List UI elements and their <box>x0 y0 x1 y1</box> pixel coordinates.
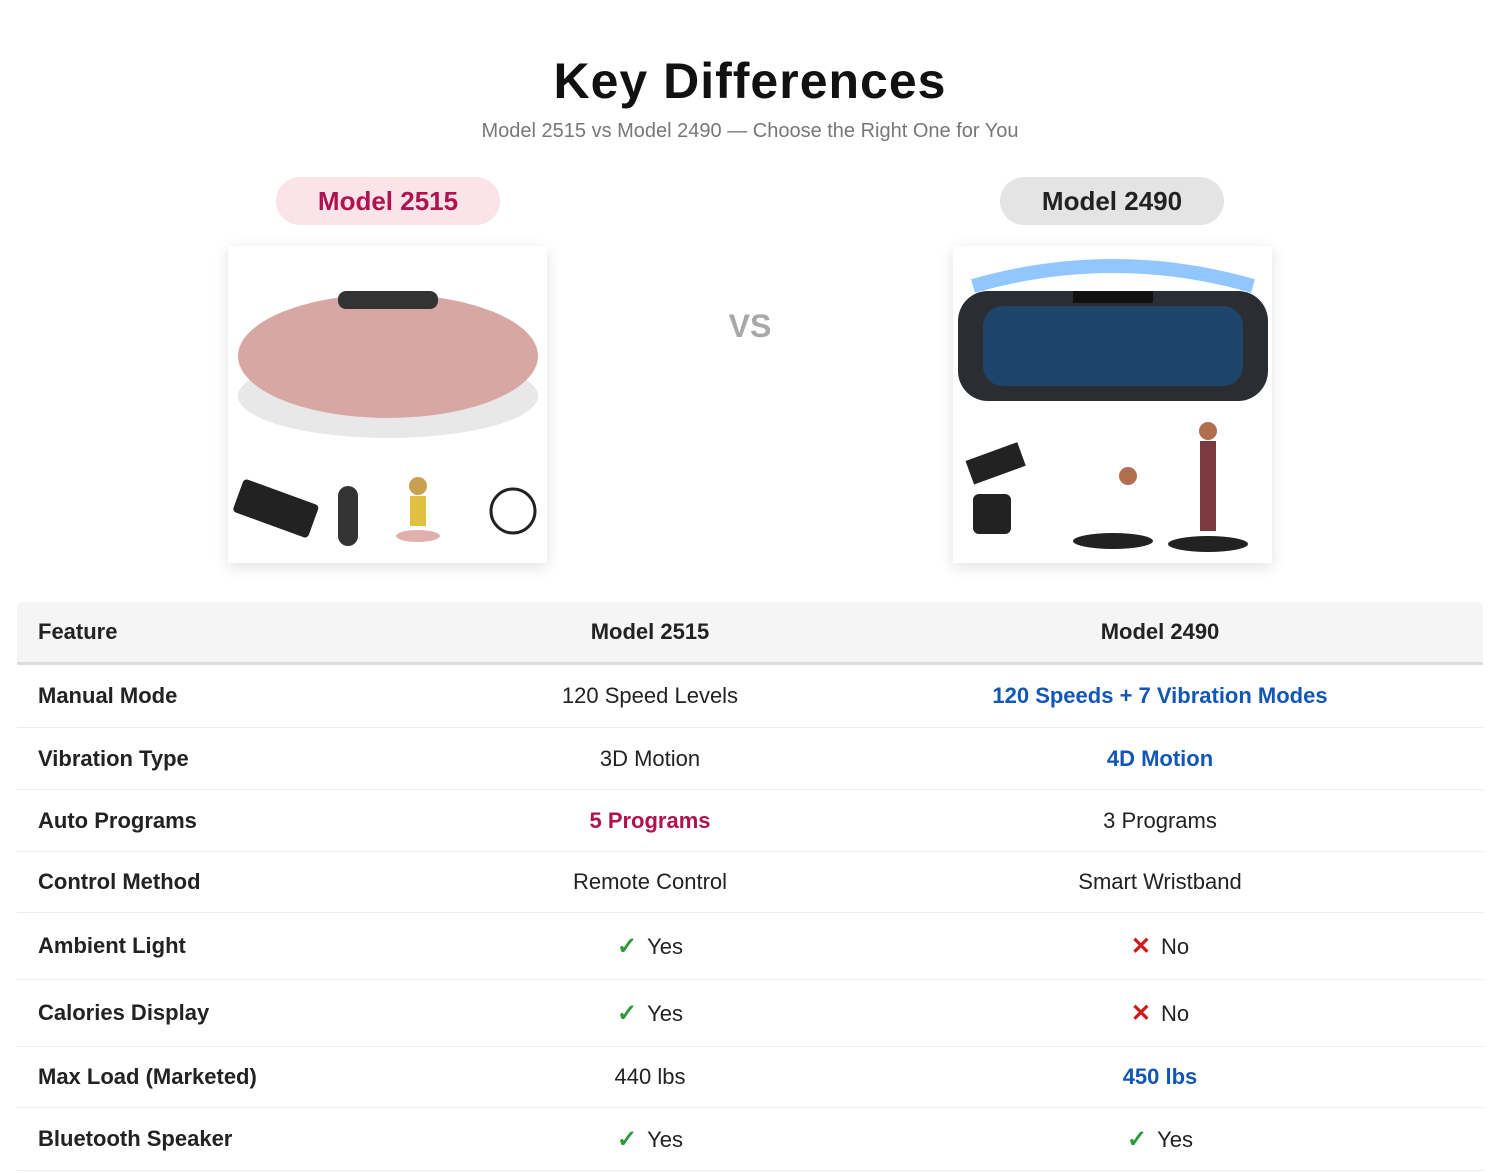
column-header: Model 2490 <box>1100 619 1220 644</box>
cell: Remote Control <box>430 869 870 895</box>
cell-text: 440 lbs <box>614 1064 686 1089</box>
mini-platform <box>1073 533 1153 549</box>
cell: ✕ No <box>870 999 1450 1028</box>
cell: ✓ Yes <box>870 1125 1450 1154</box>
cell: ✓ Yes <box>430 1125 870 1154</box>
feature-cell: Ambient Light <box>38 933 186 958</box>
column-header: Feature <box>38 619 118 644</box>
product-illustration <box>958 259 1268 552</box>
person <box>1199 422 1217 440</box>
vs: VS <box>728 308 772 344</box>
display <box>1073 291 1153 303</box>
feature-cell: Vibration Type <box>38 745 189 771</box>
mini-platform <box>1168 536 1248 552</box>
cell-text: No <box>1160 1000 1190 1026</box>
status-icon: ✓ <box>617 999 638 1027</box>
cell-text: Yes <box>1157 1126 1193 1152</box>
cell-text: 4D Motion <box>1106 745 1214 771</box>
cell-text: 120 Speed Levels <box>561 683 739 708</box>
cell-text: Remote Control <box>572 869 728 894</box>
cell-text: 3 Programs <box>1103 807 1217 833</box>
product-image <box>953 246 1272 563</box>
product-label: Model 2515 <box>276 177 500 225</box>
feature-cell: Auto Programs <box>38 807 197 833</box>
cell: 5 Programs <box>430 808 870 834</box>
cell: 3 Programs <box>870 808 1450 834</box>
feature-cell: Manual Mode <box>38 683 178 708</box>
row: Ambient Light ✓ Yes ✕ No <box>17 913 1483 980</box>
cell: ✓ Yes <box>430 932 870 961</box>
mat <box>233 479 319 538</box>
status-icon: ✕ <box>1130 999 1151 1027</box>
header-row: Feature Model 2515 Model 2490 <box>17 602 1483 665</box>
row: Vibration Type 3D Motion 4D Motion <box>17 728 1483 790</box>
cell-text: 5 Programs <box>589 807 711 833</box>
cell-text: 450 lbs <box>1122 1064 1198 1089</box>
row: Auto Programs 5 Programs 3 Programs <box>17 790 1483 852</box>
cell: ✓ Yes <box>430 999 870 1028</box>
person <box>1119 467 1137 485</box>
cell: 4D Motion <box>870 746 1450 772</box>
product-label: Model 2490 <box>1000 177 1224 225</box>
cell-text: 120 Speeds + 7 Vibration Modes <box>992 683 1328 708</box>
surface <box>983 306 1243 386</box>
cell-text: Yes <box>647 1000 683 1026</box>
cell: 440 lbs <box>430 1064 870 1090</box>
product-illustration <box>233 291 538 546</box>
person <box>410 496 426 526</box>
cell: 450 lbs <box>870 1064 1450 1090</box>
feature-cell: Control Method <box>38 869 201 894</box>
cell-text: Yes <box>647 1126 683 1152</box>
remote <box>338 486 358 546</box>
cell-text: 3D Motion <box>599 745 701 771</box>
wristband <box>973 494 1011 534</box>
status-icon: ✓ <box>617 1125 638 1153</box>
feature-cell: Max Load (Marketed) <box>38 1064 257 1089</box>
mini-platform <box>396 530 440 542</box>
subtitle: Model 2515 vs Model 2490 — Choose the Ri… <box>481 120 1019 142</box>
title: Key Differences <box>553 53 947 109</box>
sound-waves <box>971 259 1255 293</box>
status-icon: ✓ <box>617 932 638 960</box>
cell: 3D Motion <box>430 746 870 772</box>
status-icon: ✕ <box>1130 932 1151 960</box>
row: Manual Mode 120 Speed Levels 120 Speeds + … <box>17 665 1483 728</box>
person <box>409 477 427 495</box>
display <box>338 291 438 309</box>
status-icon: ✓ <box>1127 1125 1148 1153</box>
cell: 120 Speeds + 7 Vibration Modes <box>870 683 1450 709</box>
product-image <box>228 246 547 563</box>
cell-text: Yes <box>647 933 683 959</box>
feature-cell: Calories Display <box>38 1000 210 1025</box>
cell: Smart Wristband <box>870 869 1450 895</box>
platform <box>238 294 538 418</box>
cell: 120 Speed Levels <box>430 683 870 709</box>
feature-cell: Bluetooth Speaker <box>38 1126 233 1151</box>
column-header: Model 2515 <box>590 619 710 644</box>
bands <box>489 487 537 535</box>
cell: ✕ No <box>870 932 1450 961</box>
row: Calories Display ✓ Yes ✕ No <box>17 980 1483 1047</box>
mat <box>965 442 1026 485</box>
cell-text: Smart Wristband <box>1078 869 1242 894</box>
person <box>1200 441 1216 531</box>
cell-text: No <box>1160 933 1190 959</box>
row: Bluetooth Speaker ✓ Yes ✓ Yes <box>17 1108 1483 1171</box>
comparison-table: Feature Model 2515 Model 2490 Manual Mode 12… <box>17 602 1483 1171</box>
row: Max Load (Marketed) 440 lbs 450 lbs <box>17 1047 1483 1108</box>
row: Control Method Remote Control Smart Wristb… <box>17 852 1483 913</box>
